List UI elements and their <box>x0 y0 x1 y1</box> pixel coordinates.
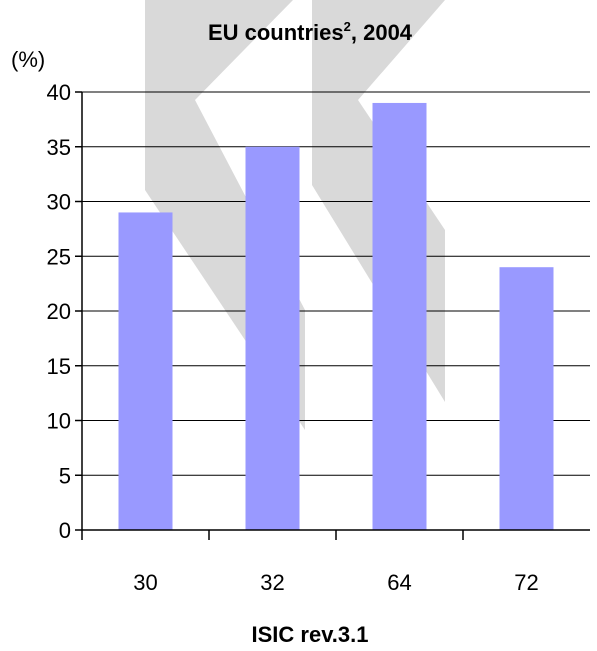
y-tick-label: 40 <box>47 80 71 105</box>
y-tick-label: 25 <box>47 244 71 269</box>
x-tick-label: 64 <box>387 570 411 595</box>
bar-30 <box>118 212 173 530</box>
chart-title: EU countries2, 2004 <box>208 19 413 45</box>
bar-32 <box>245 146 300 530</box>
y-tick-label: 5 <box>59 463 71 488</box>
y-axis-unit-label: (%) <box>11 47 45 72</box>
y-tick-label: 10 <box>47 409 71 434</box>
y-tick-label: 20 <box>47 299 71 324</box>
y-tick-label: 30 <box>47 190 71 215</box>
y-tick-label: 0 <box>59 518 71 543</box>
x-tick-label: 30 <box>133 570 157 595</box>
x-tick-label: 72 <box>514 570 538 595</box>
y-tick-label: 35 <box>47 135 71 160</box>
x-tick-label: 32 <box>260 570 284 595</box>
y-tick-label: 15 <box>47 354 71 379</box>
bar-64 <box>372 102 427 530</box>
x-axis-label: ISIC rev.3.1 <box>252 622 369 647</box>
bars <box>118 102 554 530</box>
y-tick-labels: 0 5 10 15 20 25 30 35 40 <box>47 80 82 543</box>
bar-72 <box>499 267 554 530</box>
x-tick-labels: 30 32 64 72 <box>133 530 539 595</box>
